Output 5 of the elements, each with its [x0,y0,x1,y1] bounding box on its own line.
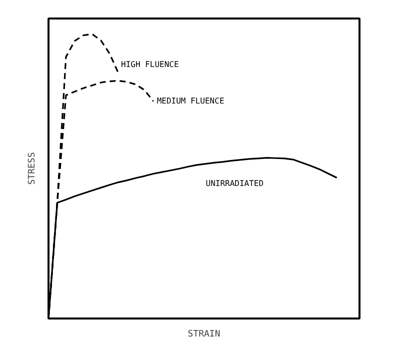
series-label: UNIRRADIATED [206,179,264,188]
series-label: MEDIUM FLUENCE [156,96,224,106]
x-axis-title: STRAIN [188,330,220,340]
y-axis-title: STRESS [28,152,38,185]
series-label: HIGH FLUENCE [121,60,179,70]
